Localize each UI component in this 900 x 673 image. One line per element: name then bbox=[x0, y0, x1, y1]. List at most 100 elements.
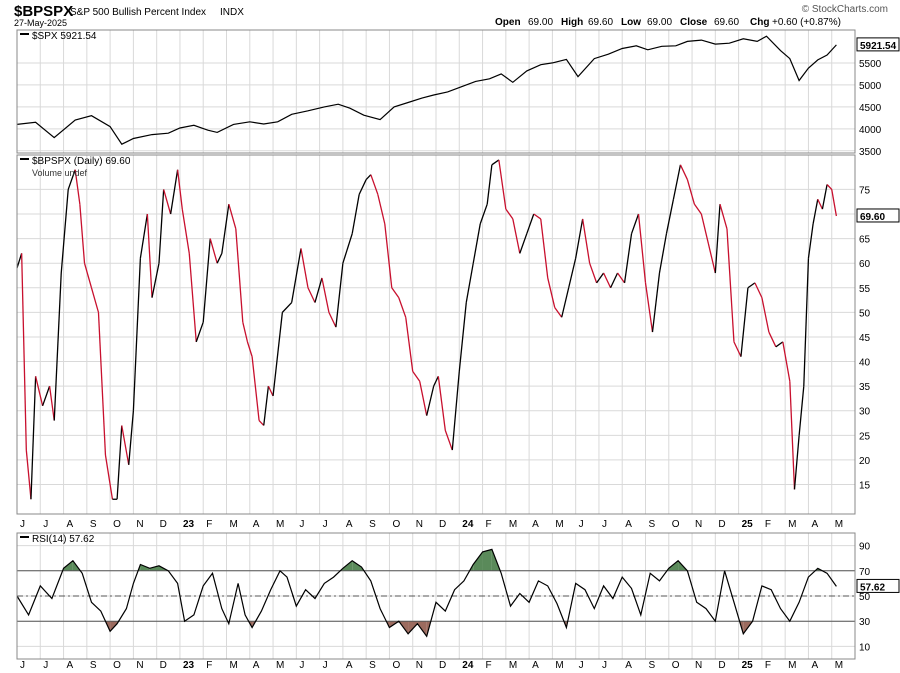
bpspx-line-segment bbox=[444, 430, 453, 451]
x-tick-label-rsi-8: F bbox=[206, 660, 212, 671]
bpspx-line-segment bbox=[623, 233, 633, 283]
x-tick-label-main-24: J bbox=[579, 519, 584, 530]
bpspx-line-segment bbox=[479, 203, 488, 225]
bullish-panel-border bbox=[16, 154, 856, 515]
x-tick-label-rsi-17: N bbox=[416, 660, 423, 671]
x-tick-label-rsi-24: J bbox=[579, 660, 584, 671]
rsi-overbought-fill bbox=[352, 560, 362, 571]
x-tick-label-rsi-11: M bbox=[276, 660, 284, 671]
rsi-panel-y-tick-label: 30 bbox=[859, 617, 871, 628]
x-tick-label-rsi-4: O bbox=[113, 660, 121, 671]
bullish-panel-y-tick-label: 50 bbox=[859, 308, 871, 319]
bpspx-line-segment bbox=[104, 454, 114, 500]
x-tick-label-main-31: 25 bbox=[742, 519, 754, 530]
x-tick-label-main-18: D bbox=[439, 519, 446, 530]
bpspx-line-segment bbox=[251, 356, 260, 421]
rsi-panel-y-tick-label: 70 bbox=[859, 567, 871, 578]
ohlc-close: 69.60 bbox=[714, 17, 739, 28]
price-panel-y-tick-label: 5000 bbox=[859, 81, 882, 92]
x-tick-label-main-13: J bbox=[323, 519, 328, 530]
bpspx-line-segment bbox=[216, 253, 223, 264]
bpspx-line-segment bbox=[472, 223, 481, 264]
bpspx-line-segment bbox=[300, 248, 309, 288]
bpspx-line-segment bbox=[221, 204, 230, 254]
rsi-panel-y-tick-label: 10 bbox=[859, 642, 871, 653]
bpspx-line-segment bbox=[335, 263, 344, 328]
bpspx-line-segment bbox=[21, 253, 27, 451]
x-tick-label-main-22: A bbox=[532, 519, 539, 530]
x-tick-label-rsi-14: A bbox=[346, 660, 353, 671]
x-tick-label-rsi-13: J bbox=[323, 660, 328, 671]
x-tick-label-main-19: 24 bbox=[462, 519, 474, 530]
bpspx-line-segment bbox=[258, 420, 265, 426]
rsi-line bbox=[16, 548, 837, 638]
x-tick-label-main-5: N bbox=[136, 519, 143, 530]
bpspx-line-segment bbox=[263, 386, 270, 426]
bpspx-line-segment bbox=[465, 263, 474, 303]
bpspx-line-segment bbox=[202, 238, 211, 323]
bullish-panel-y-tick-label: 55 bbox=[859, 284, 871, 295]
bpspx-line-segment bbox=[568, 258, 577, 288]
bpspx-line-segment bbox=[307, 287, 316, 303]
x-tick-label-main-27: S bbox=[649, 519, 656, 530]
rsi-panel-legend-title: RSI(14) 57.62 bbox=[32, 534, 95, 545]
header-name: S&P 500 Bullish Percent Index bbox=[70, 7, 206, 18]
bpspx-line-segment bbox=[151, 263, 160, 298]
bpspx-line-segment bbox=[733, 341, 742, 357]
bullish-panel-y-tick-label: 25 bbox=[859, 431, 871, 442]
rsi-panel-y-tick-label: 90 bbox=[859, 542, 871, 553]
x-tick-label-main-16: O bbox=[392, 519, 400, 530]
bpspx-line-segment bbox=[74, 169, 81, 205]
bpspx-line-segment bbox=[90, 287, 100, 313]
x-tick-label-rsi-20: F bbox=[486, 660, 492, 671]
bpspx-line-segment bbox=[554, 307, 563, 318]
x-tick-label-rsi-0: J bbox=[20, 660, 25, 671]
x-tick-label-main-17: N bbox=[416, 519, 423, 530]
bpspx-line-segment bbox=[384, 223, 393, 288]
bpspx-line-segment bbox=[505, 208, 514, 220]
bpspx-line-segment bbox=[754, 282, 763, 298]
price-panel-last-value-box bbox=[856, 37, 900, 52]
bullish-panel-y-tick-label: 65 bbox=[859, 235, 871, 246]
bpspx-line-segment bbox=[146, 213, 153, 298]
bullish-panel-y-tick-label: 30 bbox=[859, 407, 871, 418]
bpspx-line-segment bbox=[97, 312, 107, 456]
bpspx-line-segment bbox=[132, 258, 142, 411]
x-tick-label-rsi-31: 25 bbox=[742, 660, 754, 671]
bpspx-line-segment bbox=[163, 189, 172, 215]
bpspx-line-segment bbox=[426, 385, 435, 416]
bpspx-line-segment bbox=[291, 248, 302, 303]
bpspx-line-segment bbox=[121, 425, 130, 465]
bpspx-line-segment bbox=[596, 272, 605, 284]
x-tick-label-main-4: O bbox=[113, 519, 121, 530]
bpspx-line-segment bbox=[370, 174, 379, 195]
bpspx-line-segment bbox=[16, 253, 23, 269]
bpspx-line-segment bbox=[314, 277, 323, 303]
x-tick-label-rsi-19: 24 bbox=[462, 660, 474, 671]
bpspx-line-segment bbox=[351, 194, 360, 234]
price-panel-legend-title: $SPX 5921.54 bbox=[32, 31, 97, 42]
x-tick-label-main-6: D bbox=[160, 519, 167, 530]
x-tick-label-main-15: S bbox=[369, 519, 376, 530]
bpspx-line-segment bbox=[272, 312, 284, 397]
x-tick-label-rsi-28: O bbox=[672, 660, 680, 671]
x-tick-label-rsi-26: A bbox=[625, 660, 632, 671]
bpspx-line-segment bbox=[561, 287, 570, 318]
x-tick-label-rsi-9: M bbox=[230, 660, 238, 671]
bpspx-line-segment bbox=[512, 218, 521, 254]
ohlc-open: 69.00 bbox=[528, 17, 553, 28]
bpspx-line-segment bbox=[25, 450, 32, 500]
bullish-panel-legend-subtitle: Volume undef bbox=[32, 168, 88, 178]
bpspx-line-segment bbox=[575, 218, 584, 259]
x-tick-label-main-33: M bbox=[788, 519, 796, 530]
bpspx-line-segment bbox=[526, 213, 535, 234]
bpspx-line-segment bbox=[437, 376, 446, 431]
bpspx-line-segment bbox=[328, 312, 337, 328]
ohlc-low: 69.00 bbox=[647, 17, 672, 28]
bpspx-line-segment bbox=[342, 233, 353, 264]
x-tick-label-rsi-1: J bbox=[43, 660, 48, 671]
bpspx-line-segment bbox=[398, 297, 407, 318]
bpspx-line-segment bbox=[358, 179, 367, 195]
x-tick-label-rsi-34: A bbox=[811, 660, 818, 671]
bpspx-line-segment bbox=[807, 223, 814, 259]
